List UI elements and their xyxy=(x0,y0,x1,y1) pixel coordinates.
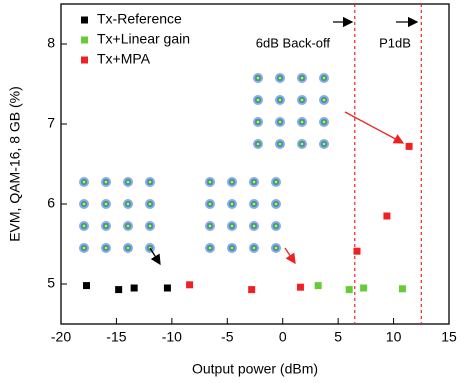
constellation-dot xyxy=(301,121,304,124)
constellation-dot xyxy=(323,99,326,102)
annotation: P1dB xyxy=(379,35,411,50)
constellation-dot xyxy=(275,203,278,206)
x-tick-label: 0 xyxy=(279,329,287,345)
legend-swatch xyxy=(81,37,88,44)
point xyxy=(383,213,390,220)
constellation-dot xyxy=(301,99,304,102)
point xyxy=(315,282,322,289)
constellation-dot xyxy=(149,181,152,184)
constellation-dot xyxy=(257,77,260,80)
constellation-dot xyxy=(209,203,212,206)
constellation-dot xyxy=(231,247,234,250)
constellation-dot xyxy=(257,99,260,102)
point xyxy=(186,281,193,288)
chart: 6dB Back-off P1dB Output power (dBm) EVM… xyxy=(0,0,465,383)
point xyxy=(115,286,122,293)
constellation-dot xyxy=(231,203,234,206)
constellation-dot xyxy=(209,181,212,184)
constellation-dot xyxy=(275,247,278,250)
arrow xyxy=(345,112,403,143)
constellation-dot xyxy=(257,121,260,124)
constellation-dot xyxy=(279,121,282,124)
legend-label: Tx-Reference xyxy=(97,11,182,27)
point xyxy=(131,285,138,292)
constellation-dot xyxy=(253,203,256,206)
constellation-dot xyxy=(275,225,278,228)
constellation-dot xyxy=(253,247,256,250)
point xyxy=(297,284,304,291)
constellation-dot xyxy=(279,77,282,80)
arrow xyxy=(150,248,160,264)
y-axis-label: EVM, QAM-16, 8 GB (%) xyxy=(7,86,23,242)
constellation-dot xyxy=(83,247,86,250)
constellation-dot xyxy=(105,181,108,184)
constellation-dot xyxy=(323,77,326,80)
constellation-dot xyxy=(127,203,130,206)
constellation-dot xyxy=(279,143,282,146)
annotation: 6dB Back-off xyxy=(256,35,331,50)
constellation-dot xyxy=(149,203,152,206)
constellation-dot xyxy=(323,121,326,124)
constellation-dot xyxy=(257,143,260,146)
constellation-dot xyxy=(83,225,86,228)
x-tick-label: 10 xyxy=(386,329,402,345)
point xyxy=(346,286,353,293)
constellation-dot xyxy=(105,225,108,228)
constellation-dot xyxy=(149,225,152,228)
arrow xyxy=(285,248,295,263)
constellation-dot xyxy=(105,203,108,206)
y-tick-label: 5 xyxy=(47,275,55,291)
y-tick-label: 7 xyxy=(47,115,55,131)
x-tick-label: 15 xyxy=(441,329,457,345)
constellation-dot xyxy=(83,203,86,206)
constellation-dot xyxy=(231,181,234,184)
x-axis-label: Output power (dBm) xyxy=(192,361,318,377)
point xyxy=(353,248,360,255)
constellation-dot xyxy=(83,181,86,184)
x-tick-label: -10 xyxy=(162,329,182,345)
constellation-dot xyxy=(231,225,234,228)
x-tick-label: -15 xyxy=(106,329,126,345)
constellation-dot xyxy=(127,225,130,228)
constellation-dot xyxy=(275,181,278,184)
constellation-dot xyxy=(209,247,212,250)
x-tick-label: -5 xyxy=(221,329,234,345)
point xyxy=(83,282,90,289)
constellation-insets xyxy=(79,73,329,253)
constellation-dot xyxy=(209,225,212,228)
point xyxy=(406,143,413,150)
point xyxy=(248,286,255,293)
point xyxy=(399,285,406,292)
x-tick-label: 5 xyxy=(334,329,342,345)
point xyxy=(360,285,367,292)
point xyxy=(164,285,171,292)
y-tick-label: 8 xyxy=(47,35,55,51)
constellation-dot xyxy=(127,181,130,184)
legend-label: Tx+Linear gain xyxy=(97,31,190,47)
constellation-dot xyxy=(127,247,130,250)
constellation-dot xyxy=(253,181,256,184)
legend-swatch xyxy=(81,57,88,64)
constellation-dot xyxy=(105,247,108,250)
constellation-dot xyxy=(301,77,304,80)
constellation-dot xyxy=(279,99,282,102)
x-tick-label: -20 xyxy=(51,329,71,345)
legend-label: Tx+MPA xyxy=(97,51,151,67)
constellation-dot xyxy=(323,143,326,146)
constellation-dot xyxy=(301,143,304,146)
constellation-dot xyxy=(253,225,256,228)
legend-swatch xyxy=(81,17,88,24)
y-tick-label: 6 xyxy=(47,195,55,211)
